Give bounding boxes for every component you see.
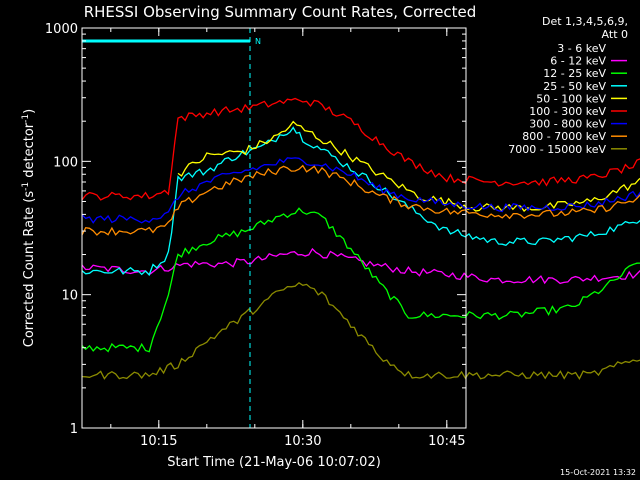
legend-label-5: 50 - 100 keV [536, 92, 606, 105]
footer-timestamp: 15-Oct-2021 13:32 [560, 468, 636, 477]
plot-frame [81, 27, 467, 429]
y-axis: 1 10 100 1000 [45, 22, 466, 437]
y-tick-label: 10 [61, 289, 78, 304]
x-axis-label: Start Time (21-May-06 10:07:02) [167, 455, 381, 470]
x-tick-label: 10:15 [140, 434, 177, 449]
series-line-4 [81, 126, 640, 277]
series-line-1 [81, 281, 640, 380]
series-line-2 [81, 247, 640, 285]
series-line-8 [81, 164, 640, 236]
series-line-9 [81, 281, 640, 381]
y-axis-label: Corrected Count Rate (s-1 detector-1) [21, 109, 37, 347]
legend-label-4: 25 - 50 keV [543, 80, 606, 93]
series-line-7 [81, 157, 640, 224]
y-tick-label: 100 [53, 155, 78, 170]
legend-label-9: 7000 - 15000 keV [508, 143, 606, 156]
legend-label-7: 300 - 800 keV [529, 118, 606, 131]
chart-title: RHESSI Observing Summary Count Rates, Co… [84, 3, 477, 21]
series-line-3 [81, 207, 640, 353]
night-bar-label: N [255, 37, 261, 46]
y-tick-label: 1 [70, 422, 78, 437]
x-axis: 10:15 10:30 10:45 [110, 28, 466, 449]
legend-header-detectors: Det 1,3,4,5,6,9, [542, 15, 628, 28]
legend-label-3: 12 - 25 keV [543, 67, 606, 80]
legend-label-6: 100 - 300 keV [529, 105, 606, 118]
plot-area: N [81, 28, 640, 428]
series-line-5 [177, 120, 640, 212]
legend-label-1: 3 - 6 keV [557, 42, 606, 55]
series-line-6 [81, 97, 640, 201]
x-tick-label: 10:30 [284, 434, 321, 449]
legend-header-attenuator: Att 0 [602, 28, 628, 41]
legend-label-8: 800 - 7000 keV [522, 130, 606, 143]
y-tick-label: 1000 [45, 22, 78, 37]
x-tick-label: 10:45 [428, 434, 465, 449]
legend-label-2: 6 - 12 keV [550, 55, 606, 68]
